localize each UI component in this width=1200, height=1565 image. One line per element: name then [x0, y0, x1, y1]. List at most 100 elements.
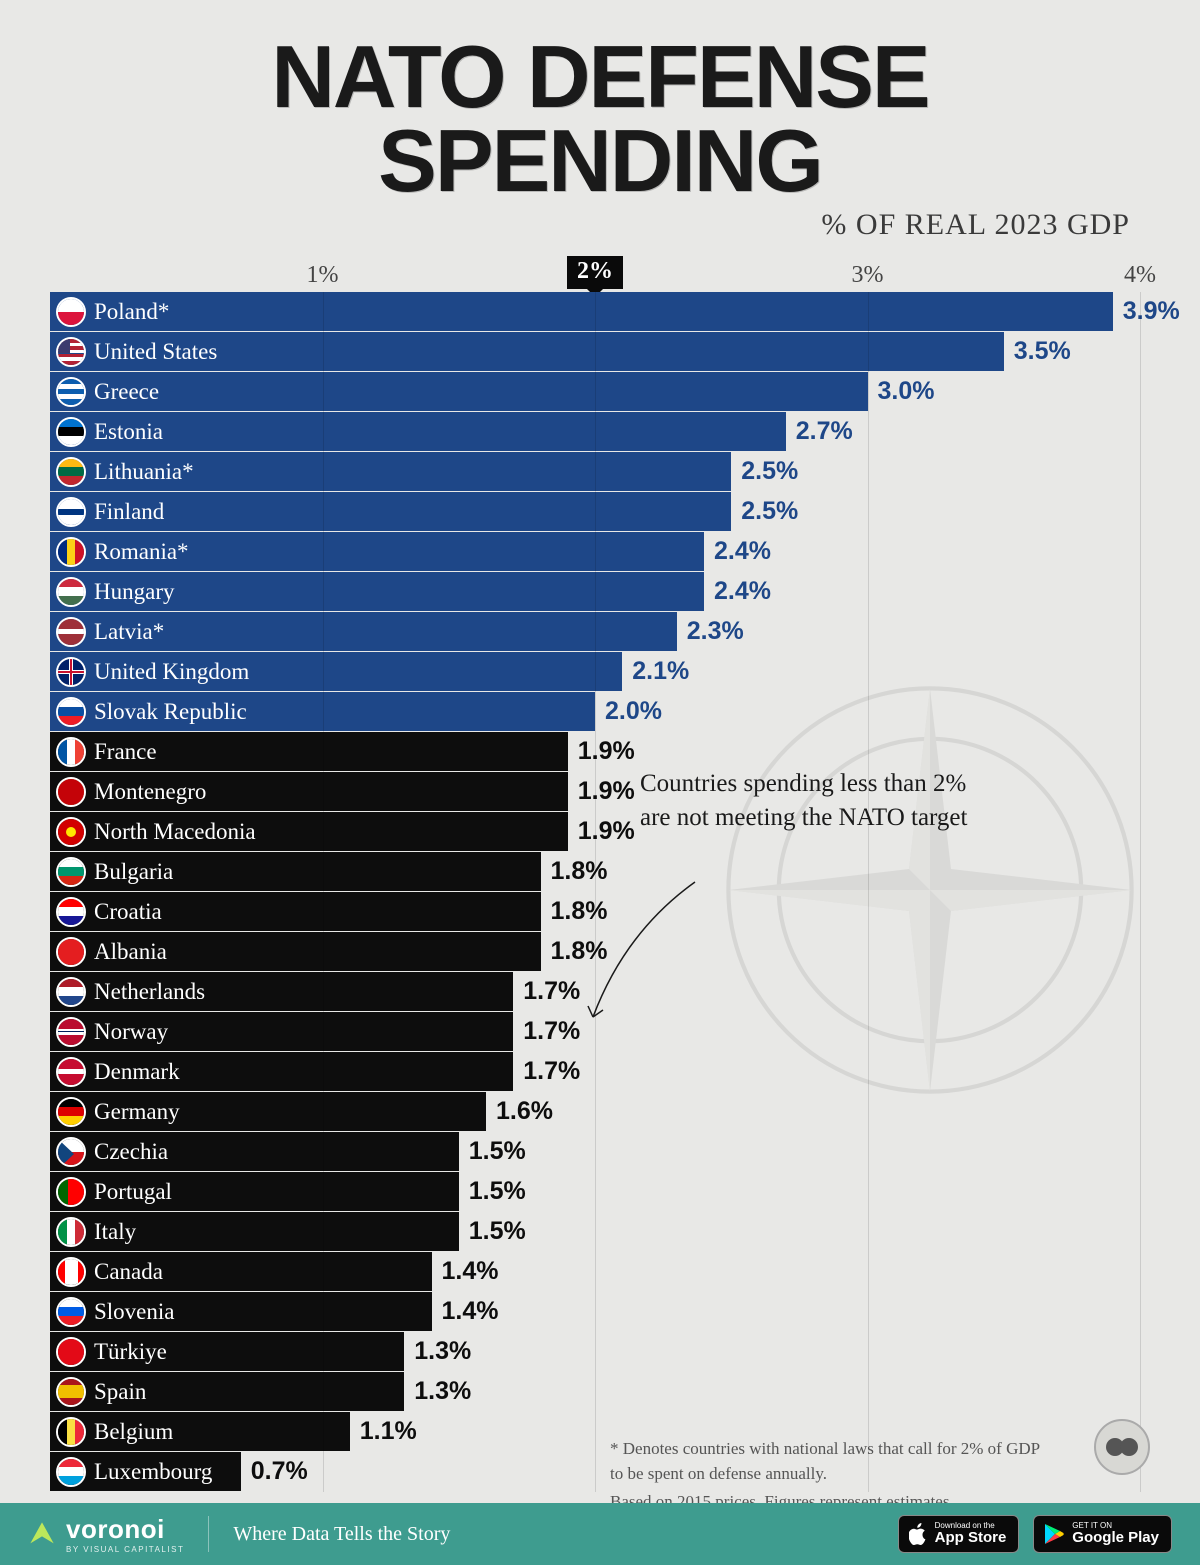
- bar: United States: [50, 332, 1004, 371]
- value-label: 1.9%: [568, 812, 635, 851]
- country-label: Luxembourg: [94, 1459, 212, 1485]
- country-label: Croatia: [94, 899, 162, 925]
- flag-icon: [56, 1377, 86, 1407]
- footer-divider: [208, 1516, 209, 1552]
- flag-icon: [56, 737, 86, 767]
- axis-tick: 3%: [852, 262, 884, 289]
- page-subtitle: % OF REAL 2023 GDP: [40, 208, 1130, 242]
- brand: voronoi BY VISUAL CAPITALIST: [28, 1514, 184, 1554]
- bar: Netherlands: [50, 972, 513, 1011]
- flag-icon: [56, 977, 86, 1007]
- country-label: Denmark: [94, 1059, 180, 1085]
- value-label: 2.1%: [622, 652, 689, 691]
- flag-icon: [56, 1177, 86, 1207]
- footer-bar: voronoi BY VISUAL CAPITALIST Where Data …: [0, 1503, 1200, 1565]
- flag-icon: [56, 897, 86, 927]
- country-label: Poland*: [94, 299, 169, 325]
- flag-icon: [56, 817, 86, 847]
- flag-icon: [56, 1137, 86, 1167]
- country-label: Finland: [94, 499, 164, 525]
- country-label: Romania*: [94, 539, 189, 565]
- value-label: 3.9%: [1113, 292, 1180, 331]
- country-label: Lithuania*: [94, 459, 194, 485]
- bar: Italy: [50, 1212, 459, 1251]
- store-badges: Download on theApp Store GET IT ONGoogle …: [898, 1515, 1172, 1554]
- annotation-text: Countries spending less than 2% are not …: [640, 767, 980, 835]
- bar: Croatia: [50, 892, 541, 931]
- brand-logo-icon: [28, 1520, 56, 1548]
- value-label: 1.6%: [486, 1092, 553, 1131]
- bar: Latvia*: [50, 612, 677, 651]
- value-label: 1.9%: [568, 772, 635, 811]
- footer-tagline: Where Data Tells the Story: [233, 1523, 450, 1546]
- play-store-badge[interactable]: GET IT ONGoogle Play: [1033, 1515, 1172, 1554]
- bar: Czechia: [50, 1132, 459, 1171]
- bar: Lithuania*: [50, 452, 731, 491]
- value-label: 1.3%: [404, 1332, 471, 1371]
- country-label: Czechia: [94, 1139, 168, 1165]
- brand-name: voronoi: [66, 1514, 184, 1545]
- axis-tick: 1%: [307, 262, 339, 289]
- flag-icon: [56, 1257, 86, 1287]
- value-label: 0.7%: [241, 1452, 308, 1491]
- country-label: Hungary: [94, 579, 174, 605]
- bar: Denmark: [50, 1052, 513, 1091]
- value-label: 1.1%: [350, 1412, 417, 1451]
- country-label: United Kingdom: [94, 659, 249, 685]
- flag-icon: [56, 697, 86, 727]
- bar: Estonia: [50, 412, 786, 451]
- country-label: Latvia*: [94, 619, 164, 645]
- country-label: Belgium: [94, 1419, 173, 1445]
- page-title: NATO DEFENSE SPENDING: [40, 35, 1160, 202]
- apple-store-badge[interactable]: Download on theApp Store: [898, 1515, 1020, 1554]
- brand-subtitle: BY VISUAL CAPITALIST: [66, 1545, 184, 1554]
- flag-icon: [56, 377, 86, 407]
- bar: Montenegro: [50, 772, 568, 811]
- country-label: Montenegro: [94, 779, 206, 805]
- flag-icon: [56, 937, 86, 967]
- bar: Canada: [50, 1252, 432, 1291]
- bar: Luxembourg: [50, 1452, 241, 1491]
- annotation-arrow: [585, 872, 725, 1032]
- flag-icon: [56, 537, 86, 567]
- value-label: 2.4%: [704, 572, 771, 611]
- flag-icon: [56, 417, 86, 447]
- flag-icon: [56, 337, 86, 367]
- gridline: [595, 292, 596, 1492]
- flag-icon: [56, 1457, 86, 1487]
- gridline: [868, 292, 869, 1492]
- bar: Türkiye: [50, 1332, 404, 1371]
- value-label: 1.5%: [459, 1172, 526, 1211]
- country-label: Albania: [94, 939, 167, 965]
- bar: Belgium: [50, 1412, 350, 1451]
- flag-icon: [56, 1297, 86, 1327]
- country-label: North Macedonia: [94, 819, 256, 845]
- value-label: 2.7%: [786, 412, 853, 451]
- country-label: France: [94, 739, 157, 765]
- value-label: 1.7%: [513, 1012, 580, 1051]
- value-label: 1.5%: [459, 1132, 526, 1171]
- country-label: Canada: [94, 1259, 163, 1285]
- value-label: 3.0%: [868, 372, 935, 411]
- footnote-asterisk: * Denotes countries with national laws t…: [610, 1437, 1050, 1486]
- publisher-logo: [1094, 1419, 1150, 1475]
- value-label: 2.3%: [677, 612, 744, 651]
- country-label: Türkiye: [94, 1339, 167, 1365]
- play-icon: [1044, 1523, 1064, 1545]
- value-label: 2.5%: [731, 452, 798, 491]
- value-label: 1.5%: [459, 1212, 526, 1251]
- flag-icon: [56, 297, 86, 327]
- flag-icon: [56, 1017, 86, 1047]
- gridline: [323, 292, 324, 1492]
- bar: Hungary: [50, 572, 704, 611]
- country-label: United States: [94, 339, 217, 365]
- bar-chart: 1%2%3%4% Poland*3.9%United States3.5%Gre…: [50, 262, 1140, 1502]
- value-label: 1.4%: [432, 1292, 499, 1331]
- value-label: 2.5%: [731, 492, 798, 531]
- axis-tick: 4%: [1124, 262, 1156, 289]
- country-label: Norway: [94, 1019, 168, 1045]
- bar: Norway: [50, 1012, 513, 1051]
- badge-big-text: App Store: [935, 1530, 1007, 1547]
- value-label: 1.7%: [513, 1052, 580, 1091]
- country-label: Spain: [94, 1379, 146, 1405]
